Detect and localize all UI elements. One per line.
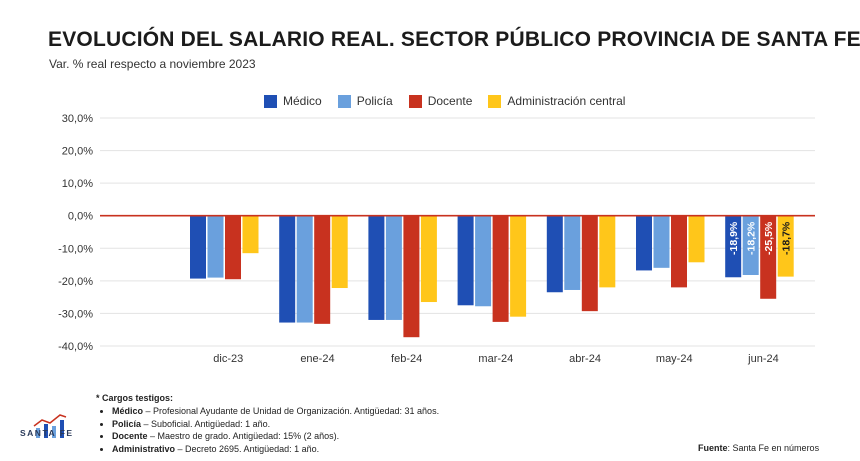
bar xyxy=(636,215,652,271)
legend-swatch-administracion xyxy=(488,94,502,108)
footnotes-list: Médico – Profesional Ayudante de Unidad … xyxy=(96,405,439,455)
footnotes: * Cargos testigos: Médico – Profesional … xyxy=(96,392,439,455)
footnote-item: Docente – Maestro de grado. Antigüedad: … xyxy=(112,430,439,442)
footnote-desc: – Profesional Ayudante de Unidad de Orga… xyxy=(143,406,440,417)
bar xyxy=(653,215,670,268)
bar xyxy=(190,215,206,279)
bar xyxy=(564,215,581,290)
bar xyxy=(599,215,616,288)
x-tick-label: dic-23 xyxy=(213,353,243,365)
y-tick-label: 30,0% xyxy=(62,113,93,125)
legend-swatch-docente xyxy=(408,94,422,108)
chart-subtitle: Var. % real respecto a noviembre 2023 xyxy=(49,57,256,71)
footnote-term: Docente xyxy=(112,431,148,442)
x-tick-label: jun-24 xyxy=(747,353,779,365)
y-tick-label: 10,0% xyxy=(62,178,93,190)
legend-swatch-medico xyxy=(264,94,277,108)
data-label: -25,5% xyxy=(763,221,775,255)
footnote-term: Administrativo xyxy=(112,443,176,454)
footnote-item: Médico – Profesional Ayudante de Unidad … xyxy=(112,405,439,417)
data-label: -18,2% xyxy=(746,221,758,255)
bar xyxy=(492,215,509,322)
source-text: : Santa Fe en números xyxy=(727,443,820,453)
x-tick-label: abr-24 xyxy=(569,353,601,365)
x-tick-label: mar-24 xyxy=(478,353,513,365)
legend-item-administracion: Administración central xyxy=(488,94,625,108)
y-tick-label: 20,0% xyxy=(62,146,93,158)
bar xyxy=(742,215,759,275)
legend-item-medico: Médico xyxy=(264,94,322,108)
bar xyxy=(671,215,687,288)
y-tick-label: -30,0% xyxy=(58,308,93,320)
y-tick-label: -10,0% xyxy=(58,243,93,255)
legend-label-docente: Docente xyxy=(427,94,473,108)
legend-item-policia: Policía xyxy=(337,94,393,108)
bar xyxy=(242,215,259,254)
bar xyxy=(225,215,241,280)
y-tick-label: 0,0% xyxy=(68,211,93,223)
footnote-desc: – Maestro de grado. Antigüedad: 15% (2 a… xyxy=(147,431,340,442)
footnote-desc: – Decreto 2695. Antigüedad: 1 año. xyxy=(175,443,320,454)
logo-text: SANTA FE xyxy=(20,428,74,438)
legend-item-docente: Docente xyxy=(408,94,473,108)
source-label: Fuente xyxy=(698,443,728,453)
y-tick-label: -40,0% xyxy=(58,341,93,353)
bar xyxy=(546,215,563,293)
data-label: -18,7% xyxy=(781,221,793,255)
bar xyxy=(420,215,437,303)
legend-label-policia: Policía xyxy=(356,94,393,108)
bar xyxy=(581,215,598,312)
footnote-item: Administrativo – Decreto 2695. Antigüeda… xyxy=(112,443,439,455)
x-tick-label: ene-24 xyxy=(300,353,334,365)
bar xyxy=(760,215,777,299)
bar xyxy=(385,215,402,320)
bar xyxy=(296,215,313,323)
legend-label-medico: Médico xyxy=(283,94,322,108)
source-note: Fuente: Santa Fe en números xyxy=(698,443,819,453)
footnote-term: Médico xyxy=(112,406,144,417)
bar xyxy=(331,215,348,289)
bar xyxy=(403,215,420,338)
bar xyxy=(688,215,705,263)
bar xyxy=(279,215,296,323)
chart-title: EVOLUCIÓN DEL SALARIO REAL. SECTOR PÚBLI… xyxy=(48,28,860,51)
bar xyxy=(368,215,385,320)
y-tick-label: -20,0% xyxy=(58,276,93,288)
bar xyxy=(725,215,742,278)
x-tick-label: may-24 xyxy=(656,353,693,365)
bar xyxy=(475,215,492,307)
chart-legend: Médico Policía Docente Administración ce… xyxy=(264,94,641,108)
footnote-desc: – Suboficial. Antigüedad: 1 año. xyxy=(141,418,271,429)
footnote-term: Policía xyxy=(112,418,142,429)
footnotes-header: * Cargos testigos: xyxy=(96,393,174,403)
bar xyxy=(510,215,527,317)
logo-chart-icon xyxy=(33,414,67,438)
data-label: -18,9% xyxy=(728,221,740,255)
bar xyxy=(457,215,474,306)
footnote-item: Policía – Suboficial. Antigüedad: 1 año. xyxy=(112,418,439,430)
legend-label-administracion: Administración central xyxy=(507,94,626,108)
x-tick-label: feb-24 xyxy=(391,353,422,365)
bar xyxy=(777,215,794,277)
legend-swatch-policia xyxy=(337,94,351,108)
bar xyxy=(207,215,224,278)
bar xyxy=(314,215,331,324)
